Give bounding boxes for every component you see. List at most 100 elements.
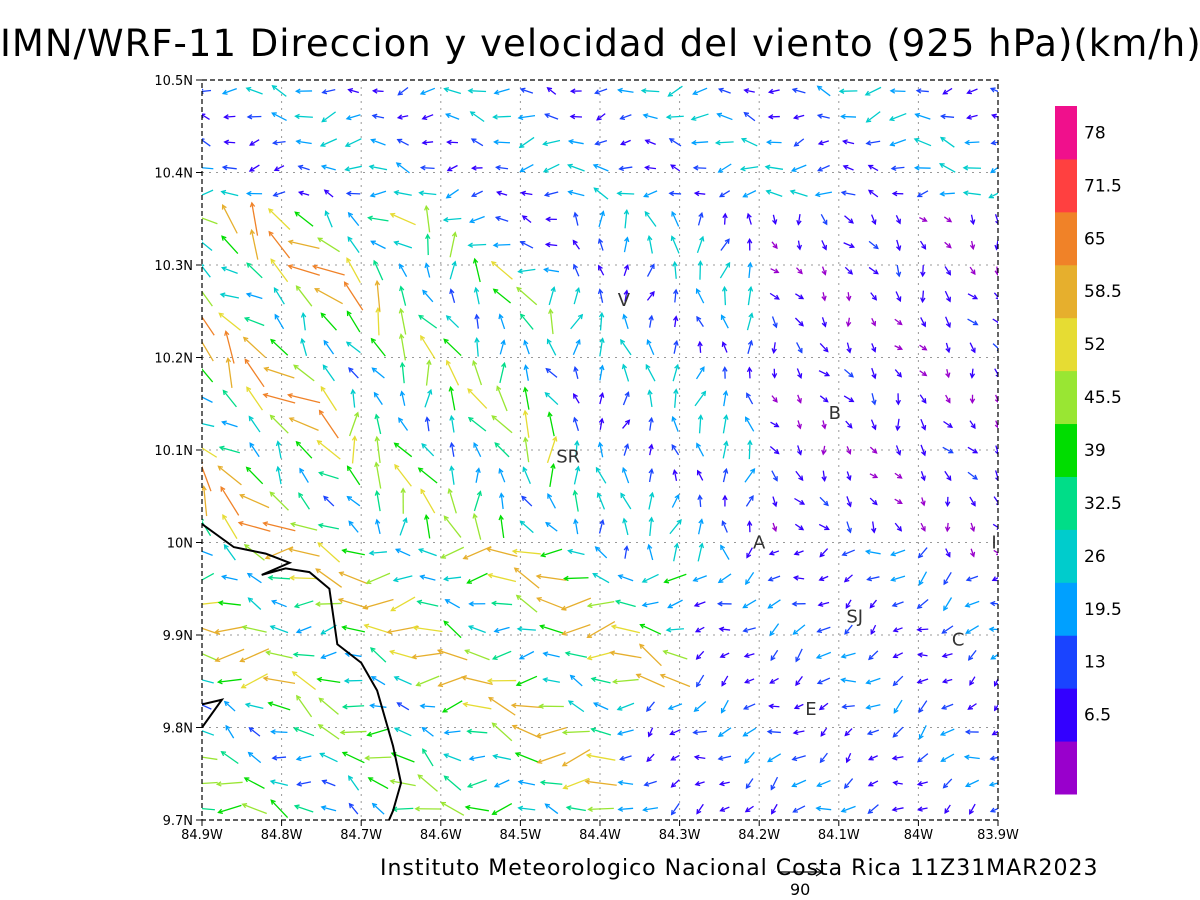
wind-arrow: [719, 806, 730, 812]
wind-arrow: [969, 342, 976, 354]
wind-arrow: [913, 137, 932, 147]
wind-arrow: [942, 87, 953, 95]
wind-arrow: [966, 114, 978, 120]
wind-arrow: [745, 495, 754, 507]
wind-arrow: [424, 388, 433, 408]
wind-arrow: [202, 601, 220, 605]
wind-arrow: [473, 442, 482, 458]
wind-arrow: [538, 703, 564, 709]
wind-arrow: [746, 366, 753, 379]
wind-arrow: [792, 114, 805, 120]
wind-arrow: [697, 211, 704, 226]
wind-arrow: [488, 696, 516, 716]
wind-arrow: [694, 390, 707, 407]
wind-arrow: [670, 803, 680, 816]
wind-arrow: [868, 240, 879, 250]
wind-arrow: [792, 575, 805, 581]
wind-arrow: [248, 727, 261, 737]
wind-arrow: [368, 164, 388, 171]
wind-arrow: [647, 543, 654, 561]
wind-arrow: [362, 598, 394, 610]
wind-arrow: [767, 599, 781, 609]
wind-arrow: [994, 214, 998, 225]
y-tick-label: 10.2N: [154, 352, 193, 367]
wind-arrow: [744, 678, 755, 684]
wind-arrow: [795, 470, 804, 482]
wind-arrow: [347, 236, 360, 253]
wind-arrow: [623, 263, 630, 277]
wind-arrow: [790, 164, 807, 173]
wind-arrow: [819, 752, 828, 764]
wind-arrow: [665, 114, 684, 120]
wind-arrow: [542, 677, 560, 683]
wind-arrow: [311, 264, 345, 276]
wind-arrow: [492, 753, 512, 761]
wind-arrow: [345, 190, 361, 197]
wind-arrow: [772, 522, 778, 533]
wind-arrow: [348, 411, 360, 437]
wind-arrow: [610, 624, 641, 634]
colorbar-label: 58.5: [1084, 282, 1122, 302]
wind-arrow: [593, 187, 609, 200]
wind-arrow: [467, 242, 487, 248]
wind-arrow: [667, 703, 683, 711]
wind-arrow: [268, 230, 291, 259]
colorbar-label: 39: [1084, 441, 1106, 461]
wind-arrow: [845, 317, 852, 328]
wind-arrow: [620, 492, 632, 510]
wind-arrow: [241, 803, 267, 815]
wind-arrow: [523, 364, 529, 381]
wind-arrow: [943, 597, 953, 612]
wind-arrow: [641, 573, 659, 583]
wind-arrow: [994, 445, 998, 455]
wind-arrow: [964, 779, 980, 788]
wind-arrow: [818, 575, 829, 582]
wind-arrow: [599, 337, 605, 357]
y-tick-label: 10.3N: [154, 259, 193, 274]
wind-arrow: [942, 446, 954, 454]
wind-arrow: [491, 415, 513, 434]
wind-arrow: [249, 139, 260, 146]
wind-arrow: [440, 546, 465, 559]
wind-arrow: [794, 523, 805, 531]
wind-arrow: [913, 165, 931, 171]
wind-arrow: [943, 420, 954, 428]
wind-arrow: [614, 599, 636, 608]
wind-arrow: [920, 418, 927, 431]
wind-arrow: [643, 780, 657, 787]
wind-arrow: [767, 114, 780, 120]
wind-arrow: [370, 138, 386, 146]
wind-arrow: [769, 623, 780, 637]
wind-arrow: [373, 259, 384, 281]
wind-arrow: [202, 572, 215, 581]
wind-arrow: [295, 755, 312, 762]
wind-arrow: [239, 648, 270, 663]
wind-arrow: [671, 444, 680, 456]
wind-arrow: [295, 440, 313, 459]
wind-arrow: [468, 601, 486, 607]
wind-arrow: [868, 266, 879, 275]
wind-arrow: [441, 700, 463, 713]
wind-arrow: [623, 289, 629, 302]
wind-arrow: [867, 164, 879, 172]
wind-arrow: [464, 649, 490, 661]
wind-arrow: [365, 572, 391, 585]
wind-arrow: [945, 548, 951, 558]
wind-arrow: [693, 601, 706, 608]
wind-arrow: [445, 359, 460, 386]
wind-arrow: [225, 724, 235, 739]
wind-arrow: [993, 703, 998, 712]
wind-arrow: [795, 267, 803, 275]
wind-arrow: [789, 189, 808, 197]
wind-arrow: [220, 266, 238, 275]
wind-arrow: [419, 574, 436, 581]
wind-arrow: [821, 420, 827, 430]
wind-arrow: [448, 385, 456, 411]
wind-arrow: [870, 419, 877, 431]
wind-arrow: [771, 395, 778, 403]
wind-arrow: [695, 650, 705, 660]
wind-arrow: [609, 650, 642, 659]
wind-arrow: [519, 241, 534, 249]
wind-arrow: [319, 138, 338, 147]
wind-arrow: [994, 240, 998, 251]
